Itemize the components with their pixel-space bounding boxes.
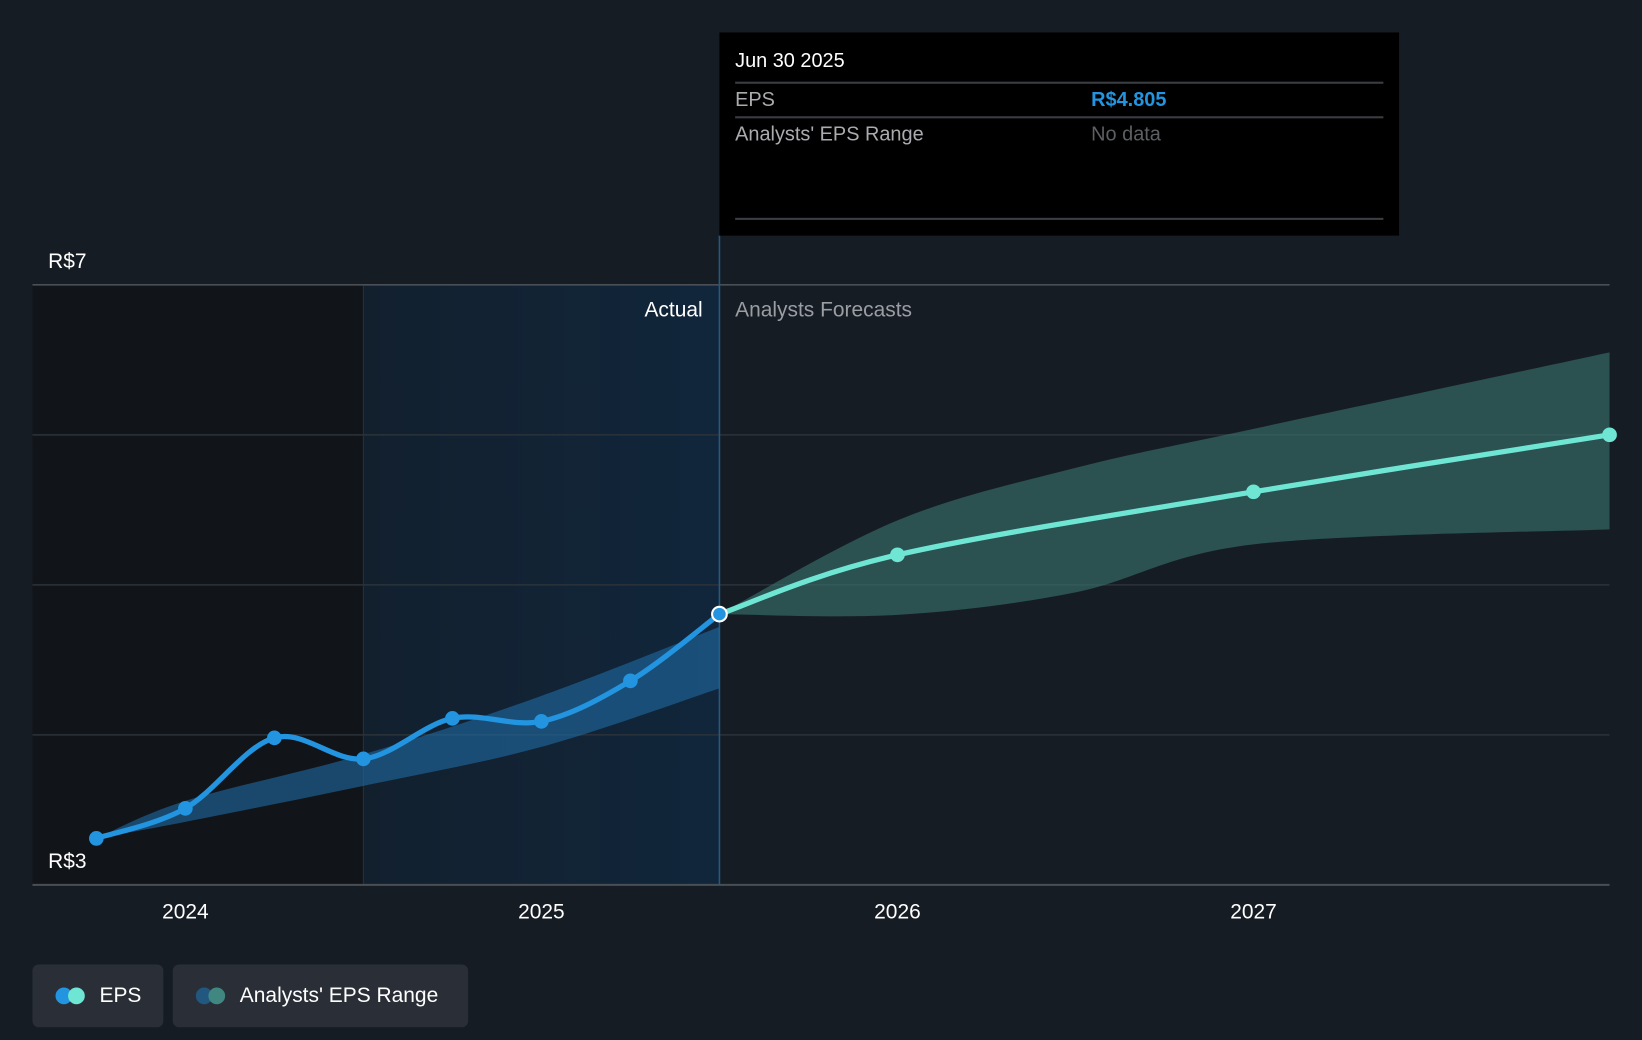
x-tick-label: 2027 xyxy=(1230,900,1277,923)
actual-region-label: Actual xyxy=(644,298,702,321)
eps-actual-point xyxy=(267,730,282,746)
eps-actual-point xyxy=(445,711,460,726)
y-tick-label: R$3 xyxy=(48,850,86,873)
forecast-region-label: Analysts Forecasts xyxy=(735,298,912,321)
tooltip-date: Jun 30 2025 xyxy=(735,50,845,73)
forecast-range-area xyxy=(719,352,1610,617)
tooltip-eps-label: EPS xyxy=(735,89,775,112)
tooltip: Jun 30 2025 EPS R$4.805 Analysts' EPS Ra… xyxy=(719,32,1400,236)
eps-actual-point xyxy=(711,605,728,623)
eps-actual-point xyxy=(89,831,104,846)
eps-forecast-line xyxy=(716,432,1613,617)
x-tick-label: 2026 xyxy=(874,900,921,923)
eps-actual-point xyxy=(534,714,549,729)
legend-range-label: Analysts' EPS Range xyxy=(239,983,439,1007)
x-tick-label: 2024 xyxy=(162,900,209,923)
eps-forecast-point xyxy=(890,547,905,563)
actual-range-area xyxy=(96,626,720,839)
tooltip-range-value: No data xyxy=(1091,123,1161,146)
eps-actual-point xyxy=(623,673,638,689)
eps-actual-point xyxy=(178,801,193,816)
legend-eps-label: EPS xyxy=(99,983,142,1007)
eps-forecast-point xyxy=(1246,484,1261,500)
legend-analysts-range[interactable]: Analysts' EPS Range xyxy=(172,964,469,1028)
tooltip-divider xyxy=(735,217,1384,220)
x-tick-label: 2025 xyxy=(518,900,565,923)
range-legend-icon xyxy=(195,987,227,1005)
y-tick-label: R$7 xyxy=(48,250,86,273)
tooltip-eps-row: EPS R$4.805 xyxy=(735,81,1384,118)
eps-forecast-point xyxy=(1602,427,1617,443)
tooltip-eps-value: R$4.805 xyxy=(1091,89,1167,112)
tooltip-range-label: Analysts' EPS Range xyxy=(735,123,924,146)
eps-actual-point xyxy=(356,751,371,767)
legend-eps[interactable]: EPS xyxy=(32,964,164,1028)
eps-legend-icon xyxy=(55,987,87,1005)
tooltip-range-row: Analysts' EPS Range No data xyxy=(735,116,1384,152)
